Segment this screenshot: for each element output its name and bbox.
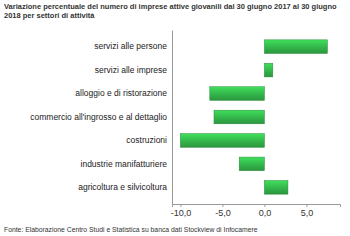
y-axis: servizi alle persone servizi alle imprese… [30, 31, 172, 205]
y-tick: agricoltura e silvicoltura [78, 182, 172, 192]
x-tick-label: -5,0 [215, 208, 231, 218]
x-tick: 0,0 [259, 204, 272, 218]
y-tick: industrie manifatturiere [81, 159, 172, 169]
y-tick: alloggio e di ristorazione [75, 88, 172, 98]
x-tick-mark [180, 204, 181, 207]
y-tick: servizi alle persone [94, 41, 172, 51]
category-label: costruzioni [126, 135, 167, 145]
y-axis-line [172, 31, 173, 205]
bar [210, 87, 265, 101]
x-tick-label: 5,0 [301, 208, 314, 218]
x-tick-label: -10,0 [171, 208, 192, 218]
y-tick: costruzioni [126, 135, 172, 145]
x-tick-label: 0,0 [259, 208, 272, 218]
x-tick: 5,0 [301, 204, 314, 218]
bar [180, 134, 264, 148]
title-line: Variazione percentuale del numero di imp… [4, 2, 337, 11]
x-tick-mark [264, 204, 265, 207]
category-label: servizi alle persone [94, 41, 167, 51]
bar [264, 40, 327, 54]
x-tick: -10,0 [171, 204, 192, 218]
x-tick-mark [306, 204, 307, 207]
category-label: alloggio e di ristorazione [75, 88, 167, 98]
category-label: industrie manifatturiere [81, 159, 168, 169]
bar [264, 181, 288, 195]
x-tick-mark [222, 204, 223, 207]
bar [214, 110, 264, 124]
category-label: commercio all'ingrosso e al dettaglio [30, 112, 167, 122]
x-axis-line [173, 205, 341, 208]
title: Variazione percentuale del numero di imp… [4, 2, 337, 20]
bar [239, 157, 264, 171]
bar [264, 63, 272, 77]
chart: Variazione percentuale del numero di imp… [0, 0, 350, 236]
y-tick: servizi alle imprese [95, 65, 172, 75]
title-line: 2018 per settori di attività [4, 11, 95, 20]
x-tick: -5,0 [215, 204, 231, 218]
x-axis: -10,0 -5,0 0,0 5,0 [171, 204, 341, 218]
category-label: agricoltura e silvicoltura [78, 182, 167, 192]
plot: -10,0-5,00,05,0servizi alle personeservi… [30, 31, 340, 219]
bars [180, 40, 327, 194]
source-note: Fonte: Elaborazione Centro Studi e Stati… [4, 226, 258, 233]
y-tick: commercio all'ingrosso e al dettaglio [30, 112, 172, 122]
category-label: servizi alle imprese [95, 65, 168, 75]
